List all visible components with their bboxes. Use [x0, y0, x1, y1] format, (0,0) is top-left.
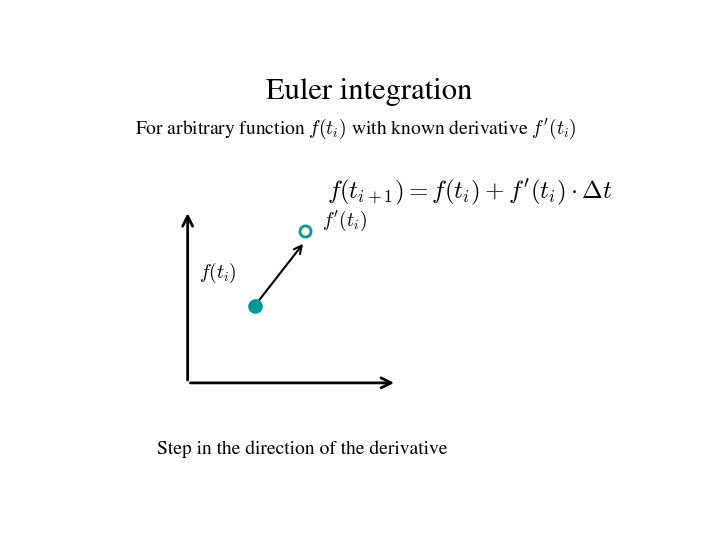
Text: $f(t_i)$: $f(t_i)$ [199, 261, 237, 285]
Text: For arbitrary function $f(t_i)$ with known derivative $f'(t_i)$: For arbitrary function $f(t_i)$ with kno… [135, 117, 576, 141]
Text: Step in the direction of the derivative: Step in the direction of the derivative [157, 441, 447, 458]
Text: Euler integration: Euler integration [266, 78, 472, 106]
Text: $f'(t_i)$: $f'(t_i)$ [322, 209, 366, 233]
Text: $f(t_{i+1}) = f(t_i) + f^{\prime}(t_i) \cdot \Delta t$: $f(t_{i+1}) = f(t_i) + f^{\prime}(t_i) \… [327, 177, 612, 206]
